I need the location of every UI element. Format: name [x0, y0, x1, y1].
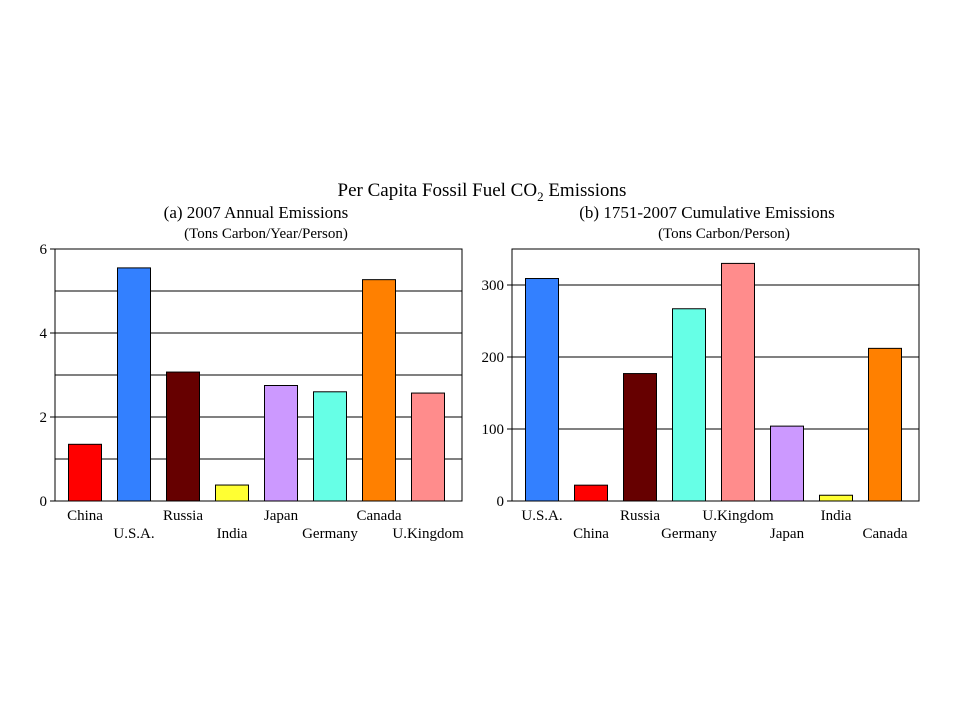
panel-b-category-label: India	[821, 508, 852, 524]
panel-a-category-label: U.Kingdom	[392, 526, 464, 542]
panel-a-ytick-label: 6	[40, 242, 48, 258]
panel-b-bar	[868, 347, 902, 502]
panel-a-category-label: U.S.A.	[113, 526, 154, 542]
panel-b-ytick-label: 200	[482, 350, 505, 366]
panel-a-category-label: India	[217, 526, 248, 542]
panel-a-bar	[68, 443, 102, 502]
panel-b-bar	[525, 278, 559, 502]
panel-a-bar	[166, 371, 200, 502]
panel-a-title: (a) 2007 Annual Emissions	[164, 203, 349, 222]
panel-b-title: (b) 1751-2007 Cumulative Emissions	[579, 203, 834, 222]
panel-b-bar	[770, 425, 804, 502]
panel-b-category-label: Canada	[863, 526, 908, 542]
panel-b-frame	[511, 248, 920, 502]
panel-b-category-label: U.S.A.	[521, 508, 562, 524]
panel-a-category-label: Germany	[302, 526, 358, 542]
panel-b-category-label: Japan	[770, 526, 805, 542]
panel-a-category-label: Canada	[357, 508, 402, 524]
panel-a-subtitle: (Tons Carbon/Year/Person)	[184, 226, 348, 242]
panel-b-bar	[574, 484, 608, 502]
panel-a-category-label: China	[67, 508, 103, 524]
panel-b-category-label: Germany	[661, 526, 717, 542]
panel-b-bar	[721, 262, 755, 502]
panel-b: (b) 1751-2007 Cumulative Emissions (Tons…	[482, 203, 920, 542]
panel-b-ytick-label: 300	[482, 278, 505, 294]
panel-a-frame	[54, 248, 463, 502]
panel-a-category-label: Russia	[163, 508, 203, 524]
panel-b-category-label: Russia	[620, 508, 660, 524]
panel-b-subtitle: (Tons Carbon/Person)	[658, 226, 790, 242]
panel-b-bar	[672, 308, 706, 502]
panel-a-ytick-label: 4	[40, 326, 48, 342]
panel-a-bar	[215, 484, 249, 502]
panel-a-bar	[411, 392, 445, 502]
panel-b-category-label: China	[573, 526, 609, 542]
panel-b-ytick-label: 100	[482, 422, 505, 438]
panel-a-bar	[117, 267, 151, 502]
panel-a: (a) 2007 Annual Emissions (Tons Carbon/Y…	[40, 203, 464, 542]
panel-b-bar	[819, 494, 853, 502]
panel-a-bar	[264, 385, 298, 502]
panel-b-bar	[623, 373, 657, 502]
panel-a-ytick-label: 2	[40, 410, 48, 426]
panel-a-category-label: Japan	[264, 508, 299, 524]
panel-b-category-label: U.Kingdom	[702, 508, 774, 524]
panel-a-bar	[313, 391, 347, 502]
panel-a-ytick-label: 0	[40, 494, 48, 510]
panel-a-bar	[362, 279, 396, 502]
figure-title: Per Capita Fossil Fuel CO2 Emissions	[338, 180, 627, 204]
panel-b-ytick-label: 0	[497, 494, 505, 510]
